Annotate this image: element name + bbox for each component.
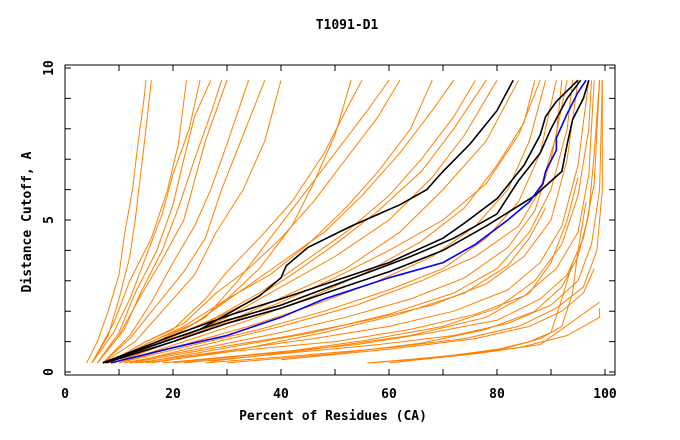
series-line-o38 bbox=[388, 301, 600, 364]
series-line-o10 bbox=[91, 80, 187, 364]
series-line-o35 bbox=[172, 80, 592, 364]
series-line-o26 bbox=[145, 80, 595, 364]
series-line-o34 bbox=[140, 80, 574, 364]
x-tick-label: 0 bbox=[61, 387, 69, 402]
series-line-o13 bbox=[107, 79, 433, 364]
series-line-o2 bbox=[91, 80, 152, 364]
series-line-o14 bbox=[107, 79, 455, 364]
series-line-o22 bbox=[118, 80, 557, 364]
x-axis-label: Percent of Residues (CA) bbox=[239, 409, 427, 424]
series-line-o8 bbox=[102, 80, 282, 364]
series-line-b3 bbox=[102, 79, 582, 364]
x-tick-label: 60 bbox=[381, 387, 397, 402]
series-line-o28 bbox=[183, 80, 603, 364]
series-line-o32 bbox=[118, 80, 536, 364]
y-tick-label: 5 bbox=[42, 216, 57, 224]
series-line-o15 bbox=[107, 80, 352, 364]
series-line-o7 bbox=[102, 80, 266, 364]
tick-layer: 0 20 40 60 80 100 0 5 10 bbox=[42, 60, 617, 402]
series-line-o9 bbox=[97, 80, 223, 364]
series-line-b1 bbox=[102, 79, 514, 364]
series-line-o16 bbox=[107, 79, 487, 364]
series-line-o6 bbox=[102, 80, 250, 364]
series-line-o41 bbox=[151, 207, 547, 364]
series-line-o1 bbox=[86, 80, 147, 364]
series-line-blue bbox=[110, 79, 587, 364]
series-line-o37 bbox=[372, 308, 601, 364]
series-line-o25 bbox=[135, 80, 590, 364]
series-line-b4 bbox=[105, 79, 590, 364]
series-line-b2 bbox=[102, 79, 579, 364]
series-line-o29 bbox=[205, 80, 603, 364]
series-line-o19 bbox=[113, 79, 498, 364]
series-line-o5 bbox=[97, 80, 228, 364]
y-tick-label: 10 bbox=[42, 60, 57, 76]
series-line-o3 bbox=[91, 80, 201, 364]
x-tick-label: 40 bbox=[273, 387, 289, 402]
chart-title: T1091-D1 bbox=[316, 18, 379, 33]
series-line-o30 bbox=[226, 80, 601, 364]
series-line-o39 bbox=[399, 262, 574, 362]
series-line-o42 bbox=[280, 268, 595, 361]
series-line-o40 bbox=[210, 177, 579, 362]
series-line-o4 bbox=[96, 79, 212, 364]
series-line-o21 bbox=[118, 80, 547, 364]
x-tick-label: 100 bbox=[593, 387, 617, 402]
y-tick-label: 0 bbox=[42, 368, 57, 376]
x-tick-label: 80 bbox=[489, 387, 505, 402]
series-layer bbox=[86, 79, 603, 364]
series-line-o12 bbox=[107, 79, 401, 364]
x-tick-label: 20 bbox=[165, 387, 181, 402]
y-axis-label: Distance Cutoff, A bbox=[20, 151, 35, 292]
series-line-o31 bbox=[113, 80, 541, 364]
series-line-o23 bbox=[124, 80, 568, 364]
series-line-o33 bbox=[129, 80, 563, 364]
